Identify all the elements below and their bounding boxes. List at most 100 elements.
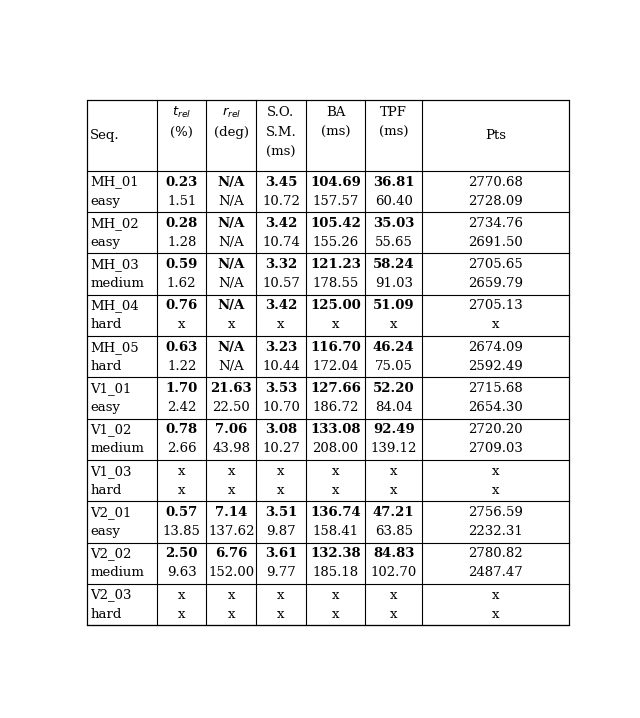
Text: 157.57: 157.57	[312, 195, 358, 208]
Text: x: x	[492, 607, 499, 620]
Text: 2.66: 2.66	[167, 442, 196, 455]
Text: 139.12: 139.12	[371, 442, 417, 455]
Text: S.O.: S.O.	[268, 106, 294, 119]
Text: 158.41: 158.41	[312, 525, 358, 538]
Text: (ms): (ms)	[379, 126, 408, 139]
Text: 10.57: 10.57	[262, 277, 300, 290]
Text: MH_04: MH_04	[90, 299, 139, 312]
Text: 105.42: 105.42	[310, 217, 361, 230]
Text: 132.38: 132.38	[310, 547, 361, 560]
Text: 104.69: 104.69	[310, 175, 361, 189]
Text: x: x	[228, 465, 235, 477]
Text: x: x	[228, 589, 235, 602]
Text: x: x	[390, 484, 397, 497]
Text: 2728.09: 2728.09	[468, 195, 523, 208]
Text: 2654.30: 2654.30	[468, 401, 523, 414]
Text: 2715.68: 2715.68	[468, 382, 523, 395]
Text: 3.32: 3.32	[265, 258, 297, 271]
Text: 3.08: 3.08	[265, 424, 297, 437]
Text: 136.74: 136.74	[310, 506, 361, 519]
Text: V2_02: V2_02	[90, 547, 132, 560]
Text: 1.28: 1.28	[167, 236, 196, 249]
Text: x: x	[277, 589, 285, 602]
Text: x: x	[390, 465, 397, 477]
Text: 6.76: 6.76	[215, 547, 248, 560]
Text: hard: hard	[90, 360, 122, 373]
Text: x: x	[332, 589, 339, 602]
Text: x: x	[277, 484, 285, 497]
Text: 10.74: 10.74	[262, 236, 300, 249]
Text: 63.85: 63.85	[375, 525, 413, 538]
Text: easy: easy	[90, 195, 120, 208]
Text: 3.42: 3.42	[265, 217, 297, 230]
Text: 2756.59: 2756.59	[468, 506, 523, 519]
Text: N/A: N/A	[218, 360, 244, 373]
Text: S.M.: S.M.	[266, 126, 296, 139]
Text: 1.51: 1.51	[167, 195, 196, 208]
Text: easy: easy	[90, 525, 120, 538]
Text: 208.00: 208.00	[312, 442, 358, 455]
Text: 127.66: 127.66	[310, 382, 361, 395]
Text: x: x	[332, 607, 339, 620]
Text: 133.08: 133.08	[310, 424, 361, 437]
Text: x: x	[228, 319, 235, 332]
Text: 3.45: 3.45	[265, 175, 297, 189]
Text: 7.06: 7.06	[215, 424, 248, 437]
Text: 2780.82: 2780.82	[468, 547, 523, 560]
Text: 22.50: 22.50	[212, 401, 250, 414]
Text: x: x	[228, 484, 235, 497]
Text: V2_03: V2_03	[90, 589, 132, 602]
Text: 2.42: 2.42	[167, 401, 196, 414]
Text: $r_{rel}$: $r_{rel}$	[221, 106, 241, 120]
Text: x: x	[178, 589, 186, 602]
Text: 125.00: 125.00	[310, 299, 361, 312]
Text: 2487.47: 2487.47	[468, 567, 523, 579]
Text: medium: medium	[90, 442, 144, 455]
Text: x: x	[277, 607, 285, 620]
Text: N/A: N/A	[218, 258, 245, 271]
Text: 43.98: 43.98	[212, 442, 250, 455]
Text: MH_01: MH_01	[90, 175, 139, 189]
Text: V2_01: V2_01	[90, 506, 132, 519]
Text: TPF: TPF	[380, 106, 407, 119]
Text: x: x	[178, 607, 186, 620]
Text: BA: BA	[326, 106, 345, 119]
Text: 137.62: 137.62	[208, 525, 255, 538]
Text: x: x	[332, 319, 339, 332]
Text: 1.70: 1.70	[166, 382, 198, 395]
Text: medium: medium	[90, 277, 144, 290]
Text: 92.49: 92.49	[373, 424, 415, 437]
Text: hard: hard	[90, 319, 122, 332]
Text: 58.24: 58.24	[373, 258, 415, 271]
Text: x: x	[492, 484, 499, 497]
Text: N/A: N/A	[218, 175, 245, 189]
Text: 55.65: 55.65	[375, 236, 413, 249]
Text: 1.62: 1.62	[167, 277, 196, 290]
Text: x: x	[178, 465, 186, 477]
Text: 9.63: 9.63	[167, 567, 196, 579]
Text: x: x	[277, 319, 285, 332]
Text: easy: easy	[90, 236, 120, 249]
Text: 185.18: 185.18	[312, 567, 358, 579]
Text: x: x	[277, 465, 285, 477]
Text: 2720.20: 2720.20	[468, 424, 523, 437]
Text: MH_03: MH_03	[90, 258, 139, 271]
Text: 46.24: 46.24	[373, 341, 415, 354]
Text: x: x	[390, 607, 397, 620]
Text: x: x	[492, 465, 499, 477]
Text: x: x	[178, 484, 186, 497]
Text: N/A: N/A	[218, 236, 244, 249]
Text: 84.83: 84.83	[373, 547, 415, 560]
Text: 121.23: 121.23	[310, 258, 361, 271]
Text: 186.72: 186.72	[312, 401, 358, 414]
Text: x: x	[390, 319, 397, 332]
Text: 36.81: 36.81	[373, 175, 415, 189]
Text: N/A: N/A	[218, 195, 244, 208]
Text: 116.70: 116.70	[310, 341, 361, 354]
Text: 9.87: 9.87	[266, 525, 296, 538]
Text: 0.59: 0.59	[166, 258, 198, 271]
Text: 2770.68: 2770.68	[468, 175, 523, 189]
Text: 60.40: 60.40	[375, 195, 413, 208]
Text: 2.50: 2.50	[166, 547, 198, 560]
Text: 10.27: 10.27	[262, 442, 300, 455]
